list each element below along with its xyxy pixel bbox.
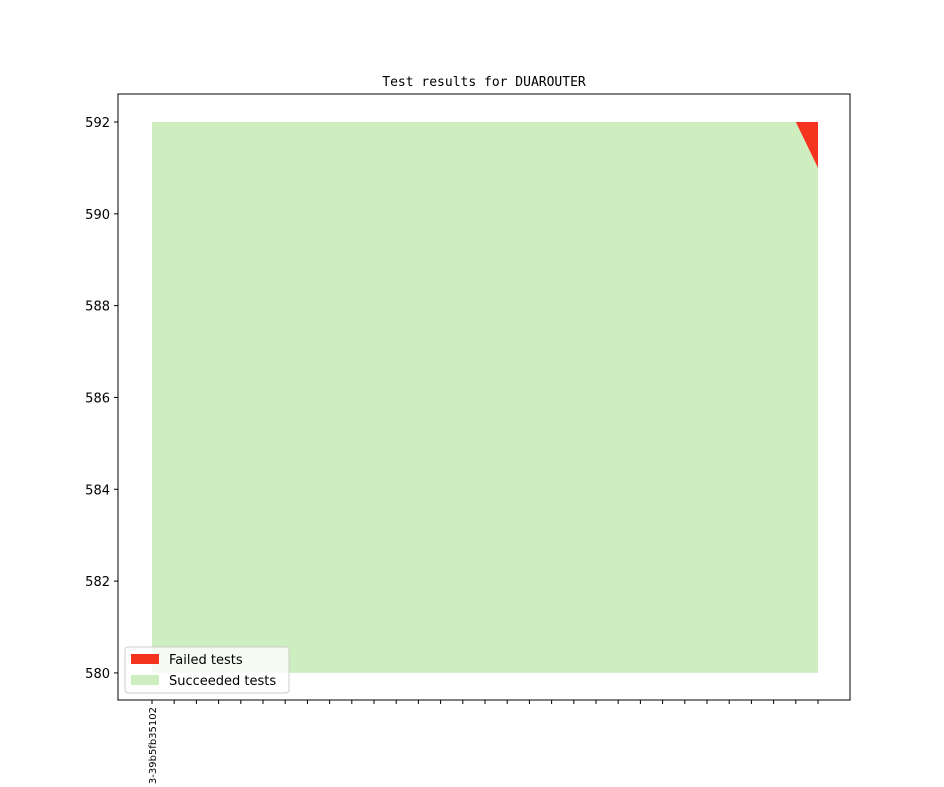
legend-label: Succeeded tests xyxy=(169,674,276,689)
legend-swatch xyxy=(131,654,159,664)
y-tick-label: 592 xyxy=(85,116,110,131)
chart-title: Test results for DUAROUTER xyxy=(382,75,586,90)
legend-label: Failed tests xyxy=(169,653,243,668)
legend-swatch xyxy=(131,675,159,685)
y-tick-label: 588 xyxy=(85,300,110,315)
y-tick-label: 580 xyxy=(85,667,110,682)
x-tick-label: 3-39b5fb35102 xyxy=(148,707,159,784)
y-tick-label: 582 xyxy=(85,575,110,590)
y-tick-label: 586 xyxy=(85,391,110,406)
y-tick-label: 590 xyxy=(85,208,110,223)
y-tick-label: 584 xyxy=(85,483,110,498)
legend-box xyxy=(124,646,290,694)
area xyxy=(152,122,818,673)
